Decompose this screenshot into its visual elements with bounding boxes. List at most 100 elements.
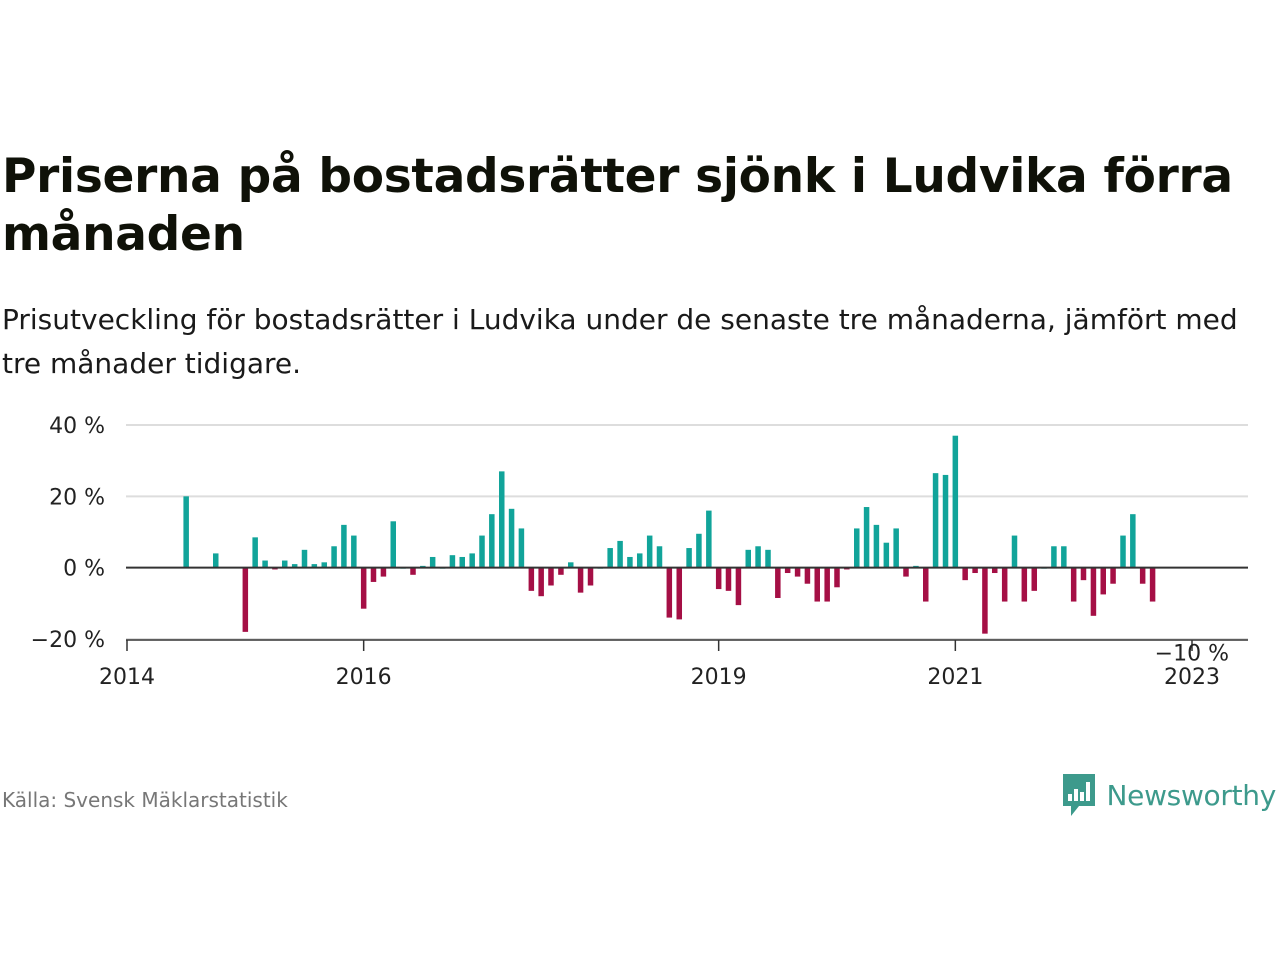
bar-58 (794, 567, 801, 577)
bars (183, 435, 1156, 634)
bar-74 (952, 435, 959, 568)
bar-68 (893, 528, 899, 568)
logo-bar-4 (1085, 782, 1090, 801)
bar-19 (410, 567, 416, 575)
bar-chart: −20 % 0 % 20 % 40 % 2014 2016 2019 2021 2023 −1… (31, 414, 1248, 690)
logo-bar-1 (1067, 794, 1072, 801)
bar-12 (341, 524, 347, 568)
bar-91 (1120, 535, 1126, 568)
y-tick-label-2: 20 % (49, 485, 105, 510)
bar-21 (429, 556, 436, 568)
bar-3 (252, 537, 258, 568)
x-axis (126, 566, 1248, 651)
bar-47 (686, 548, 692, 568)
y-tick-label-0: −20 % (31, 628, 105, 653)
bar-55 (765, 549, 771, 568)
bar-24 (459, 556, 465, 568)
bar-81 (1021, 567, 1028, 602)
bar-14 (360, 567, 367, 609)
bar-78 (991, 567, 998, 574)
bar-44 (656, 546, 663, 568)
bar-34 (558, 567, 564, 575)
bar-15 (370, 567, 377, 582)
x-tick-label-4: 2023 (1164, 665, 1220, 690)
bar-56 (775, 567, 781, 598)
bar-90 (1110, 567, 1116, 584)
bar-9 (311, 564, 318, 568)
bar-80 (1011, 535, 1018, 568)
bar-35 (568, 562, 574, 568)
bar-72 (932, 473, 939, 568)
logo-bar-3 (1079, 792, 1084, 801)
bar-88 (1090, 567, 1097, 616)
bar-51 (725, 567, 732, 591)
bar-26 (479, 535, 485, 568)
x-tick-label-0: 2014 (99, 665, 155, 690)
bar-10 (321, 562, 328, 568)
bar-45 (666, 567, 673, 618)
bar-94 (1149, 567, 1156, 602)
bar-54 (755, 546, 761, 568)
bar-0 (183, 496, 189, 568)
logo-bar-2 (1073, 789, 1078, 801)
bar-85 (1061, 546, 1067, 568)
bar-64 (854, 528, 860, 568)
bar-40 (617, 540, 623, 568)
y-tick-label-1: 0 % (63, 557, 105, 582)
chart-subtitle: Prisutveckling för bostadsrätter i Ludvi… (2, 303, 1238, 380)
chart-title: Priserna på bostadsrätter sjönk i Ludvik… (2, 149, 1233, 262)
x-tick-label-3: 2021 (927, 665, 983, 690)
bar-92 (1130, 514, 1136, 568)
bar-84 (1051, 546, 1057, 568)
bar-61 (824, 567, 830, 602)
bar-69 (903, 567, 909, 577)
bar-41 (627, 556, 633, 568)
bar-30 (518, 528, 525, 568)
bar-27 (489, 514, 495, 568)
brand-name: Newsworthy (1106, 778, 1277, 812)
bar-46 (676, 567, 683, 620)
bar-76 (972, 567, 978, 574)
bar-25 (469, 553, 475, 568)
bar-49 (706, 510, 712, 568)
bar-33 (548, 567, 554, 586)
bar-66 (873, 524, 880, 568)
bar-86 (1070, 567, 1077, 602)
bar-93 (1139, 567, 1146, 584)
source-note: Källa: Svensk Mäklarstatistik (2, 788, 288, 812)
bar-89 (1100, 567, 1106, 595)
last-value-annotation: −10 % (1155, 641, 1229, 666)
newsworthy-logo-icon (1062, 774, 1095, 816)
bar-75 (962, 567, 968, 581)
bar-48 (696, 533, 702, 568)
bar-6 (281, 560, 288, 568)
bar-2 (242, 567, 249, 632)
bar-57 (784, 567, 791, 574)
bar-31 (528, 567, 535, 591)
bar-79 (1001, 567, 1008, 602)
bar-13 (351, 535, 357, 568)
bar-65 (863, 507, 870, 568)
bar-60 (814, 567, 820, 602)
logo-bubble-shape (1062, 774, 1095, 816)
x-axis-tick-labels: 2014 2016 2019 2021 2023 (99, 665, 1220, 690)
y-axis-tick-labels: −20 % 0 % 20 % 40 % (31, 414, 105, 653)
bar-71 (923, 567, 929, 602)
bar-52 (735, 567, 742, 606)
bar-67 (883, 542, 890, 568)
bar-62 (834, 567, 840, 588)
bar-43 (646, 535, 653, 568)
bar-59 (804, 567, 811, 584)
bar-39 (607, 548, 613, 568)
bar-8 (301, 549, 308, 568)
bar-82 (1031, 567, 1038, 591)
bar-77 (982, 567, 988, 634)
bar-42 (636, 553, 643, 568)
bar-29 (508, 508, 515, 568)
bar-73 (942, 474, 949, 568)
x-tick-label-2: 2019 (691, 665, 747, 690)
brand-logo: Newsworthy (1061, 772, 1277, 818)
bar-87 (1080, 567, 1087, 581)
x-tick-label-1: 2016 (336, 665, 392, 690)
bar-1 (213, 553, 219, 568)
